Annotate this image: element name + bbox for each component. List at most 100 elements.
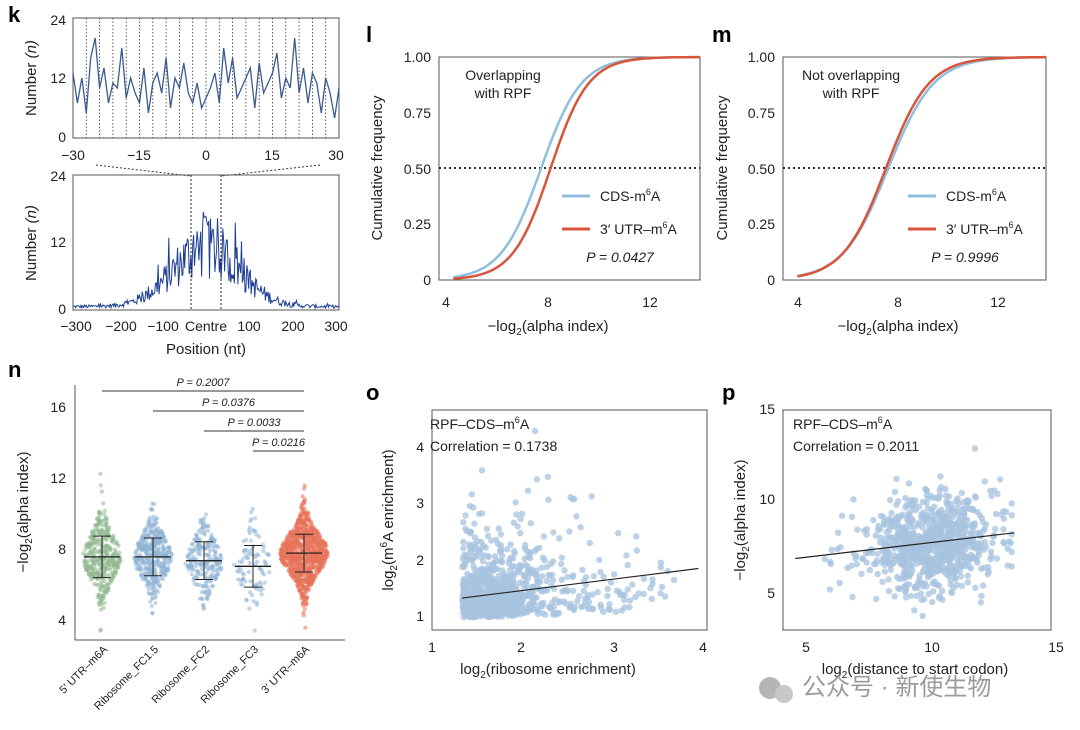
- p-point: [866, 566, 873, 574]
- n-point: [214, 544, 219, 549]
- o-xtick-1: 1: [428, 639, 436, 655]
- k-bottom-ylabel: Number (n): [23, 205, 40, 281]
- n-point: [253, 516, 258, 521]
- o-point: [460, 598, 467, 605]
- o-point: [511, 572, 518, 579]
- n-point: [92, 562, 97, 567]
- n-point: [205, 592, 210, 598]
- o-point: [607, 579, 615, 586]
- n-point: [298, 513, 303, 518]
- k-top-xtick-0: 0: [202, 147, 210, 163]
- o-point: [549, 599, 556, 606]
- n-point: [95, 569, 100, 574]
- p-point: [925, 495, 932, 502]
- l-legend-3utr-label: 3′ UTR–m6A: [600, 220, 678, 237]
- o-point: [525, 601, 533, 608]
- n-point: [301, 510, 306, 515]
- n-point: [95, 536, 100, 541]
- n-point: [245, 555, 250, 561]
- o-point: [470, 504, 477, 511]
- p-point: [919, 612, 926, 620]
- o-point: [503, 610, 511, 617]
- n-point: [302, 522, 307, 527]
- n-point: [246, 528, 251, 533]
- n-point: [266, 552, 271, 557]
- o-point: [539, 602, 546, 610]
- p-point: [925, 590, 932, 598]
- n-point: [310, 544, 315, 549]
- k-bottom-xtick-centre: Centre: [185, 318, 227, 334]
- n-point: [262, 580, 267, 585]
- p-point: [968, 529, 975, 536]
- o-point: [633, 533, 640, 540]
- o-point: [597, 601, 604, 608]
- n-point: [253, 583, 258, 588]
- o-point: [501, 570, 508, 577]
- p-point: [992, 525, 999, 533]
- o-point: [621, 604, 629, 611]
- o-point: [493, 602, 501, 609]
- p-xtick-10: 10: [924, 639, 940, 655]
- n-point: [116, 543, 121, 548]
- p-point: [863, 526, 871, 533]
- p-point: [882, 551, 889, 558]
- panel-label-p: p: [722, 380, 735, 405]
- n-point: [95, 542, 100, 547]
- o-point: [510, 578, 517, 585]
- n-point: [237, 559, 242, 564]
- n-point: [90, 541, 95, 546]
- o-point: [495, 525, 502, 532]
- n-point: [161, 543, 166, 548]
- p-point: [925, 514, 932, 521]
- o-regression-line: [462, 567, 699, 599]
- n-point: [98, 532, 104, 537]
- n-point: [154, 576, 159, 581]
- o-point: [474, 579, 481, 586]
- n-point: [247, 560, 252, 566]
- o-point: [623, 552, 630, 559]
- n-point: [210, 567, 215, 572]
- p-point: [954, 557, 961, 564]
- n-point: [114, 539, 119, 544]
- p-point: [838, 512, 846, 519]
- p-point: [959, 506, 967, 513]
- panel-k-bottom: 24 12 0 −300 −200 −100 Centre 100 200 30…: [23, 168, 348, 358]
- n-point: [194, 532, 199, 537]
- l-ytick-050: 0.50: [404, 161, 431, 177]
- n-point: [252, 628, 257, 633]
- l-ylabel: Cumulative frequency: [369, 95, 386, 241]
- p-point: [898, 535, 905, 542]
- n-point: [82, 559, 87, 564]
- n-point: [112, 547, 117, 552]
- n-point: [88, 565, 93, 570]
- p-point: [858, 570, 865, 578]
- p-point: [927, 546, 934, 553]
- n-point: [187, 547, 192, 552]
- p-point: [993, 555, 1001, 562]
- p-point: [886, 496, 894, 504]
- o-point: [661, 593, 669, 600]
- o-point: [517, 529, 524, 537]
- o-ytick-1: 1: [416, 608, 424, 624]
- n-point: [140, 573, 145, 578]
- n-point: [295, 545, 300, 550]
- p-point: [936, 487, 943, 494]
- n-point: [94, 582, 99, 587]
- p-point: [992, 510, 1000, 518]
- o-point: [649, 580, 656, 588]
- o-point: [626, 597, 634, 604]
- n-point: [144, 566, 149, 571]
- p-point: [989, 539, 996, 547]
- o-point: [497, 593, 504, 601]
- o-point: [484, 588, 492, 595]
- o-point: [497, 542, 505, 549]
- n-point: [196, 543, 201, 548]
- n-point: [281, 542, 286, 547]
- n-point: [112, 566, 118, 571]
- m-legend-cds-label: CDS-m6A: [946, 187, 1007, 204]
- o-point: [511, 549, 518, 557]
- n-point: [151, 514, 156, 519]
- n-point: [104, 591, 109, 596]
- k-bottom-series-line: [72, 211, 340, 311]
- n-point: [104, 521, 109, 526]
